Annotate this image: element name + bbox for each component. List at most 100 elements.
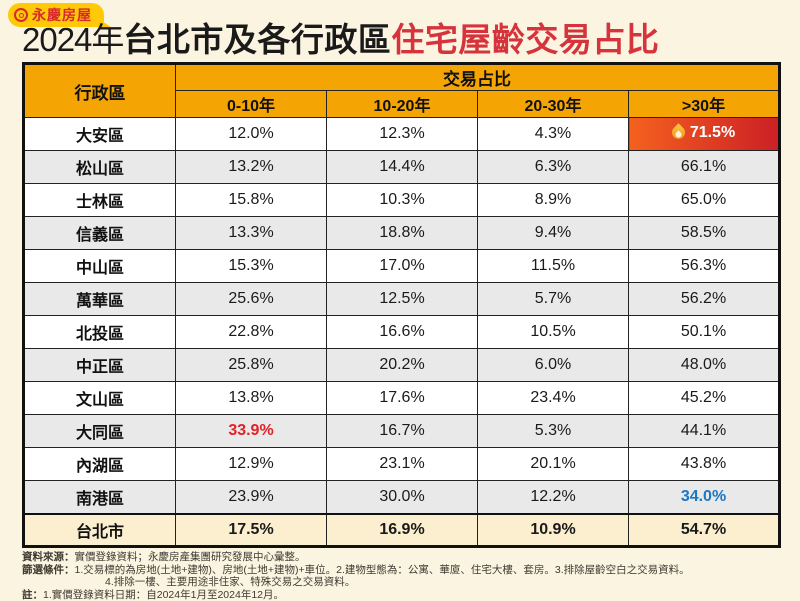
value-cell: 17.0%	[327, 250, 478, 283]
value-cell: 12.0%	[176, 118, 327, 151]
footnote-label: 篩選條件：	[22, 564, 75, 576]
value-cell: 8.9%	[478, 184, 629, 217]
value-cell: 48.0%	[629, 349, 780, 382]
value-cell: 14.4%	[327, 151, 478, 184]
value-cell: 23.1%	[327, 448, 478, 481]
district-label: 大同區	[24, 415, 176, 448]
value-cell: 13.3%	[176, 217, 327, 250]
value-cell: 11.5%	[478, 250, 629, 283]
district-label: 南港區	[24, 481, 176, 514]
value-cell: 33.9%	[176, 415, 327, 448]
value-cell: 45.2%	[629, 382, 780, 415]
value-cell: 54.7%	[629, 514, 780, 547]
value-cell: 58.5%	[629, 217, 780, 250]
double-ring-icon	[14, 8, 28, 22]
value-cell: 43.8%	[629, 448, 780, 481]
value-cell: 50.1%	[629, 316, 780, 349]
column-header-age-1: 10-20年	[327, 91, 478, 118]
column-header-age-3: >30年	[629, 91, 780, 118]
value-cell: 20.1%	[478, 448, 629, 481]
district-label: 大安區	[24, 118, 176, 151]
value-cell: 13.2%	[176, 151, 327, 184]
district-label: 文山區	[24, 382, 176, 415]
district-label: 士林區	[24, 184, 176, 217]
value-cell: 17.6%	[327, 382, 478, 415]
column-header-age-2: 20-30年	[478, 91, 629, 118]
value-cell: 18.8%	[327, 217, 478, 250]
value-cell: 15.8%	[176, 184, 327, 217]
value-cell: 15.3%	[176, 250, 327, 283]
value-cell: 5.7%	[478, 283, 629, 316]
value-cell: 12.5%	[327, 283, 478, 316]
district-label: 內湖區	[24, 448, 176, 481]
footnote-text: 實價登錄資料；永慶房產集團研究發展中心彙整。	[75, 551, 306, 563]
footnote-line: 篩選條件：1.交易標的為房地(土地+建物)、房地(土地+建物)+車位。2.建物型…	[22, 564, 782, 577]
footnotes: 資料來源：實價登錄資料；永慶房產集團研究發展中心彙整。篩選條件：1.交易標的為房…	[22, 551, 782, 601]
value-cell: 34.0%	[629, 481, 780, 514]
value-cell: 56.2%	[629, 283, 780, 316]
footnote-label: 資料來源：	[22, 551, 75, 563]
value-cell: 66.1%	[629, 151, 780, 184]
value-cell: 13.8%	[176, 382, 327, 415]
value-cell: 22.8%	[176, 316, 327, 349]
district-label: 北投區	[24, 316, 176, 349]
value-cell: 5.3%	[478, 415, 629, 448]
value-cell: 9.4%	[478, 217, 629, 250]
column-group-header: 交易占比	[176, 64, 780, 91]
value-cell: 56.3%	[629, 250, 780, 283]
district-label: 松山區	[24, 151, 176, 184]
footnote-line: 資料來源：實價登錄資料；永慶房產集團研究發展中心彙整。	[22, 551, 782, 564]
value-cell: 16.6%	[327, 316, 478, 349]
value-cell: 6.0%	[478, 349, 629, 382]
value-cell: 25.6%	[176, 283, 327, 316]
value-cell: 16.7%	[327, 415, 478, 448]
value-cell: 44.1%	[629, 415, 780, 448]
header-row-group: 行政區 交易占比	[24, 64, 780, 91]
value-cell: 23.4%	[478, 382, 629, 415]
district-label: 信義區	[24, 217, 176, 250]
value-cell: 10.5%	[478, 316, 629, 349]
value-cell: 23.9%	[176, 481, 327, 514]
flame-icon	[669, 124, 687, 142]
fire-value-wrap: 71.5%	[672, 124, 735, 142]
value-cell: 65.0%	[629, 184, 780, 217]
value-cell: 4.3%	[478, 118, 629, 151]
value-cell: 12.3%	[327, 118, 478, 151]
value-cell: 30.0%	[327, 481, 478, 514]
value-text: 71.5%	[690, 124, 735, 142]
footnote-text: 1.實價登錄資料日期：自2024年1月至2024年12月。	[43, 589, 284, 601]
title-year: 2024年	[22, 21, 123, 58]
value-cell: 16.9%	[327, 514, 478, 547]
column-header-district: 行政區	[24, 64, 176, 118]
value-cell: 12.9%	[176, 448, 327, 481]
highlight-max-cell: 71.5%	[629, 118, 780, 151]
footnote-line: 註：1.實價登錄資料日期：自2024年1月至2024年12月。	[22, 589, 782, 601]
district-label: 中正區	[24, 349, 176, 382]
value-cell: 10.3%	[327, 184, 478, 217]
title-subject: 住宅屋齡交易占比	[391, 21, 659, 58]
value-cell: 20.2%	[327, 349, 478, 382]
footnote-text: 1.交易標的為房地(土地+建物)、房地(土地+建物)+車位。2.建物型態為：公寓…	[75, 564, 690, 576]
value-cell: 17.5%	[176, 514, 327, 547]
value-cell: 12.2%	[478, 481, 629, 514]
district-label: 萬華區	[24, 283, 176, 316]
district-label: 中山區	[24, 250, 176, 283]
value-cell: 25.8%	[176, 349, 327, 382]
footnote-text: 4.排除一樓、主要用途非住家、特殊交易之交易資料。	[105, 576, 355, 588]
page-title: 2024年台北市及各行政區住宅屋齡交易占比	[22, 21, 659, 58]
value-cell: 6.3%	[478, 151, 629, 184]
footnote-label: 註：	[22, 589, 43, 601]
